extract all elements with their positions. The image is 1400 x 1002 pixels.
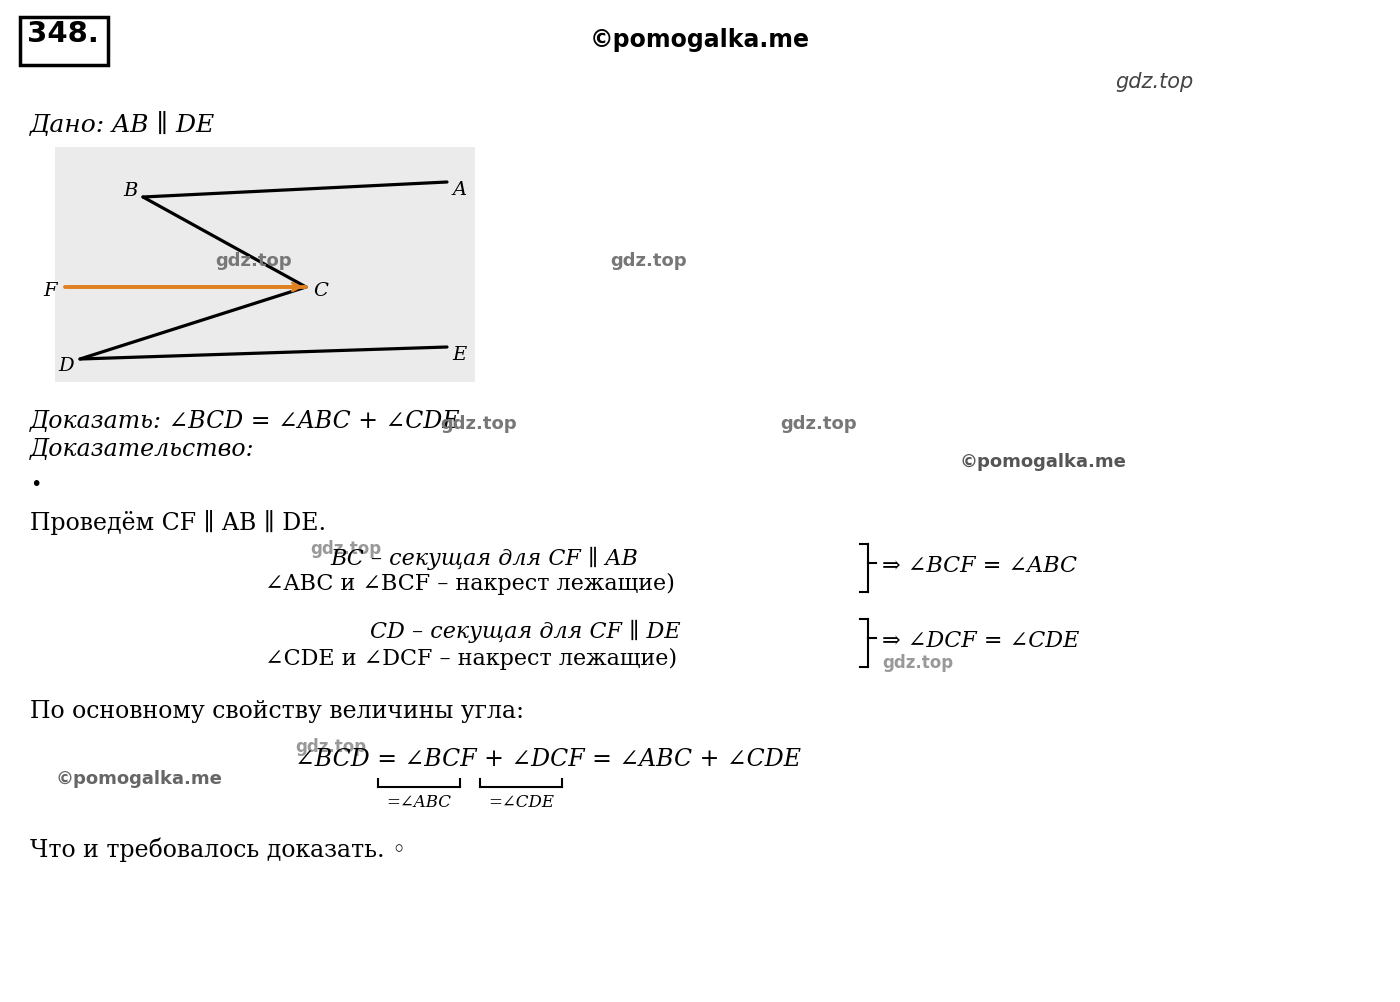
Text: ⇒ ∠DCF = ∠CDE: ⇒ ∠DCF = ∠CDE: [882, 629, 1079, 651]
Text: =∠ABC: =∠ABC: [386, 794, 451, 811]
Text: =∠CDE: =∠CDE: [489, 794, 554, 811]
Text: F: F: [43, 282, 56, 300]
Bar: [55, 148, 475, 383]
Text: E: E: [452, 346, 466, 364]
Text: gdz.top: gdz.top: [295, 737, 367, 756]
Text: gdz.top: gdz.top: [1114, 72, 1193, 92]
Text: ©pomogalka.me: ©pomogalka.me: [589, 28, 811, 52]
Text: gdz.top: gdz.top: [780, 415, 857, 433]
Text: ∠CDE и ∠DCF – накрест лежащие): ∠CDE и ∠DCF – накрест лежащие): [265, 647, 678, 669]
Text: A: A: [452, 180, 466, 198]
Text: BC – секущая для CF ∥ AB: BC – секущая для CF ∥ AB: [330, 546, 638, 569]
Text: Дано: AB ∥ DE: Дано: AB ∥ DE: [29, 112, 216, 137]
Text: gdz.top: gdz.top: [882, 653, 953, 671]
Text: C: C: [314, 282, 328, 300]
Text: ∠ABC и ∠BCF – накрест лежащие): ∠ABC и ∠BCF – накрест лежащие): [265, 572, 675, 594]
Text: •: •: [29, 475, 42, 494]
Text: ©pomogalka.me: ©pomogalka.me: [960, 453, 1127, 471]
Text: gdz.top: gdz.top: [610, 252, 686, 270]
Text: Доказательство:: Доказательство:: [29, 438, 255, 461]
Text: D: D: [57, 357, 74, 375]
Text: ©pomogalka.me: ©pomogalka.me: [55, 770, 221, 788]
Text: Проведём CF ∥ AB ∥ DE.: Проведём CF ∥ AB ∥ DE.: [29, 509, 326, 534]
Text: B: B: [123, 181, 137, 199]
Text: По основному свойству величины угла:: По основному свойству величины угла:: [29, 699, 524, 722]
Text: gdz.top: gdz.top: [309, 539, 381, 557]
Text: 348.: 348.: [27, 20, 99, 48]
Text: ⇒ ∠BCF = ∠ABC: ⇒ ∠BCF = ∠ABC: [882, 554, 1077, 576]
Bar: [20, 18, 108, 66]
Text: Доказать: ∠BCD = ∠ABC + ∠CDE: Доказать: ∠BCD = ∠ABC + ∠CDE: [29, 410, 461, 433]
Text: gdz.top: gdz.top: [440, 415, 517, 433]
Text: CD – секущая для CF ∥ DE: CD – секущая для CF ∥ DE: [370, 619, 680, 642]
Text: Что и требовалось доказать. ◦: Что и требовалось доказать. ◦: [29, 837, 406, 862]
Text: ∠BCD = ∠BCF + ∠DCF = ∠ABC + ∠CDE: ∠BCD = ∠BCF + ∠DCF = ∠ABC + ∠CDE: [295, 747, 801, 771]
Text: gdz.top: gdz.top: [216, 252, 291, 270]
